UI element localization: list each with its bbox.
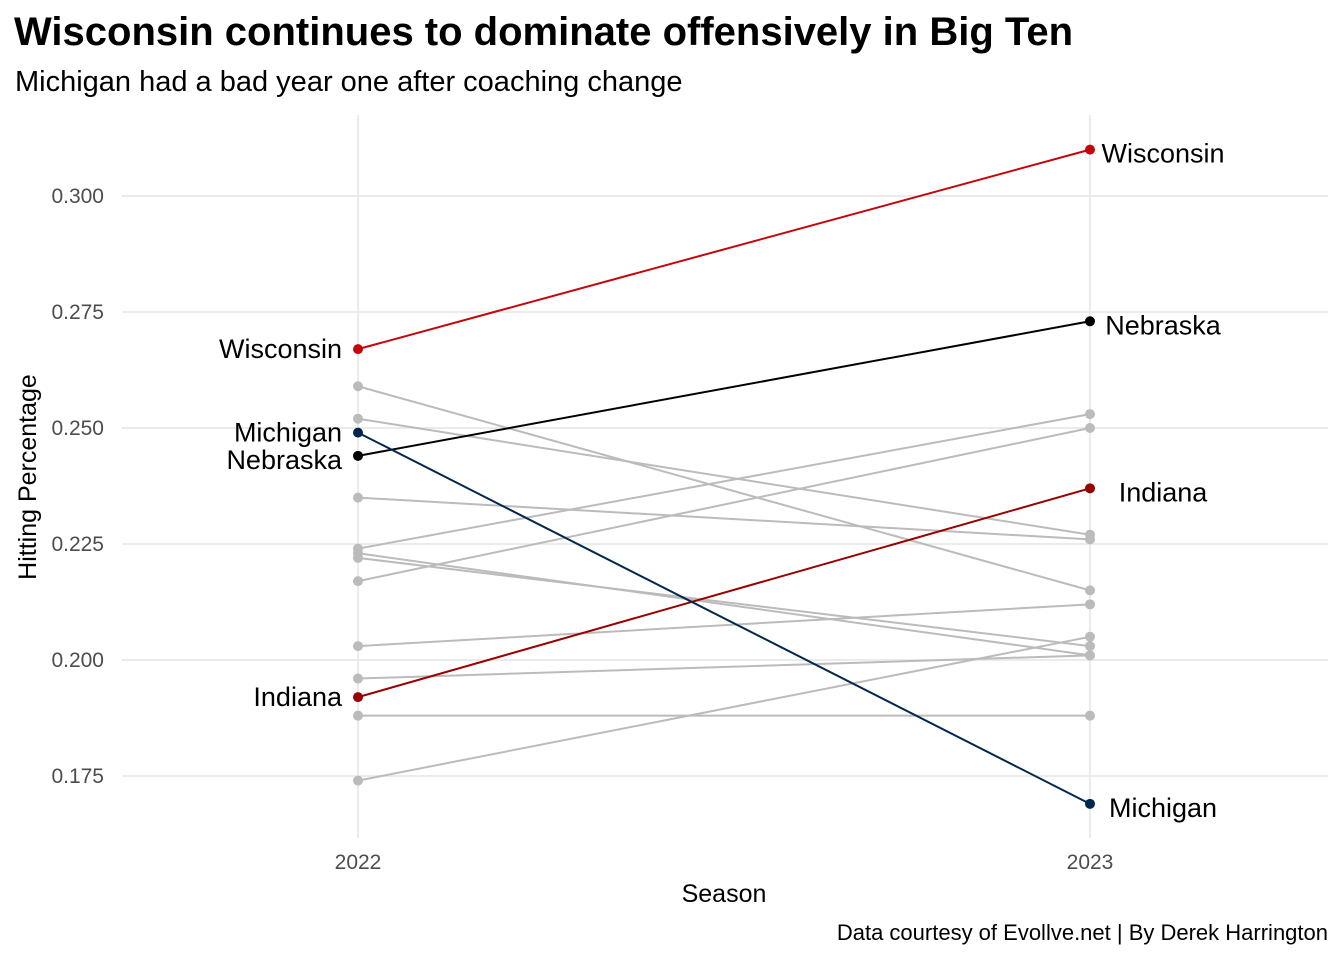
background-series	[353, 381, 1095, 786]
wisconsin-point-2022	[353, 344, 363, 355]
other-team-point-2022	[353, 710, 363, 721]
other-team-point-2023	[1085, 585, 1095, 596]
indiana-line	[357, 487, 1091, 699]
nebraska-line	[357, 320, 1091, 457]
michigan-line	[357, 431, 1091, 805]
nebraska-point-2023	[1085, 316, 1095, 327]
other-team-line	[357, 635, 1091, 782]
nebraska-label-2022: Nebraska	[226, 445, 343, 475]
x-axis-ticks: 2022 2023	[335, 851, 1114, 874]
y-tick-label: 0.275	[51, 301, 104, 324]
wisconsin-point-2023	[1085, 144, 1095, 155]
wisconsin-label-2022: Wisconsin	[219, 334, 342, 364]
other-team-point-2022	[353, 641, 363, 652]
other-team-line	[357, 552, 1091, 657]
indiana-label-2023: Indiana	[1119, 477, 1209, 507]
wisconsin-label-2023: Wisconsin	[1101, 139, 1224, 169]
michigan-point-2023	[1085, 798, 1095, 809]
michigan-point-2022	[353, 427, 363, 438]
other-team-point-2023	[1085, 710, 1095, 721]
other-team-point-2022	[353, 673, 363, 684]
x-axis-title: Season	[682, 880, 767, 908]
other-team-line	[357, 654, 1091, 680]
chart-title: Wisconsin continues to dominate offensiv…	[14, 10, 1074, 54]
indiana-point-2022	[353, 692, 363, 703]
other-team-line	[357, 496, 1091, 541]
other-team-point-2023	[1085, 534, 1095, 545]
y-tick-label: 0.225	[51, 533, 104, 556]
indiana-label-2022: Indiana	[253, 682, 343, 712]
chart-caption: Data courtesy of Evollve.net | By Derek …	[836, 920, 1328, 945]
x-tick-label: 2023	[1067, 851, 1114, 874]
other-team-line	[357, 385, 1091, 592]
team-labels: Wisconsin Wisconsin Nebraska Nebraska Indian…	[219, 139, 1225, 823]
michigan-label-2022: Michigan	[234, 418, 342, 448]
other-team-point-2022	[353, 552, 363, 563]
michigan-label-2023: Michigan	[1109, 793, 1217, 823]
other-team-point-2022	[353, 775, 363, 786]
other-team-line	[357, 413, 1091, 550]
nebraska-label-2023: Nebraska	[1105, 310, 1222, 340]
other-team-line	[357, 427, 1091, 583]
chart-subtitle: Michigan had a bad year one after coachi…	[15, 66, 683, 98]
other-team-point-2022	[353, 576, 363, 587]
other-team-point-2023	[1085, 641, 1095, 652]
other-team-point-2023	[1085, 650, 1095, 661]
y-tick-label: 0.200	[51, 649, 104, 672]
other-team-point-2022	[353, 381, 363, 392]
y-tick-label: 0.300	[51, 185, 104, 208]
other-team-point-2023	[1085, 409, 1095, 420]
other-team-point-2023	[1085, 631, 1095, 642]
indiana-point-2023	[1085, 483, 1095, 494]
y-axis-ticks: 0.175 0.200 0.225 0.250 0.275 0.300	[51, 185, 104, 788]
y-axis-title: Hitting Percentage	[14, 374, 42, 580]
other-team-line	[357, 417, 1091, 536]
x-tick-label: 2022	[335, 851, 382, 874]
other-team-line	[357, 603, 1091, 648]
y-tick-label: 0.250	[51, 417, 104, 440]
wisconsin-line	[357, 148, 1091, 351]
y-tick-label: 0.175	[51, 765, 104, 788]
other-team-line	[357, 556, 1091, 648]
other-team-point-2023	[1085, 423, 1095, 433]
other-team-point-2022	[353, 413, 363, 424]
nebraska-point-2022	[353, 450, 363, 461]
other-team-point-2023	[1085, 599, 1095, 610]
highlighted-series	[353, 144, 1095, 809]
other-team-point-2022	[353, 492, 363, 503]
